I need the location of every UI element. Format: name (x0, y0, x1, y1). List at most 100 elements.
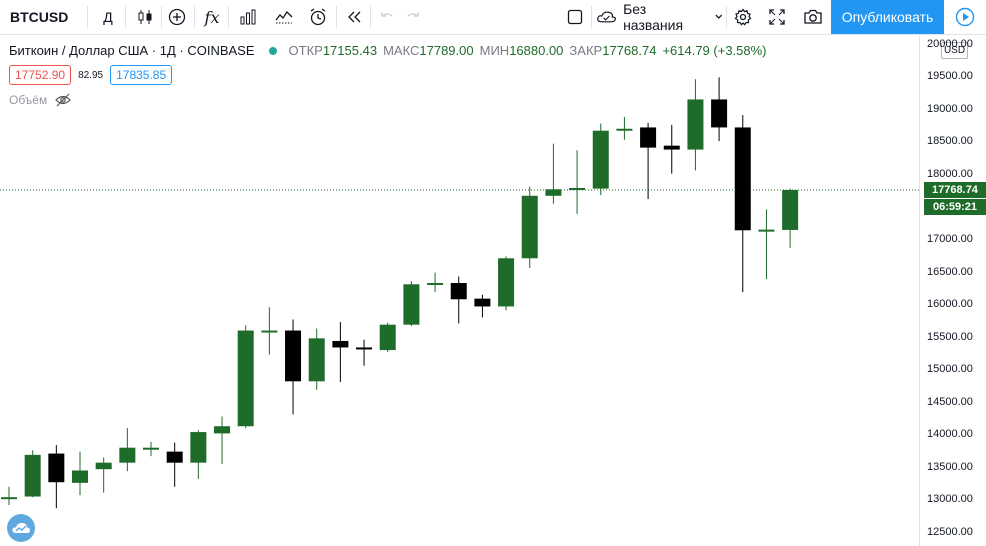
redo-button[interactable] (400, 0, 426, 34)
candle (663, 124, 680, 174)
candle (24, 450, 41, 498)
toolbar-divider (591, 6, 592, 28)
candle (687, 79, 704, 171)
candle (640, 122, 657, 200)
candle-body (782, 190, 799, 230)
low-value: 16880.00 (509, 43, 564, 58)
toolbar-divider (336, 6, 337, 28)
buy-price-button[interactable]: 17835.85 (110, 65, 173, 85)
high-label: МАКС (383, 43, 420, 58)
cloud-logo-icon (12, 523, 30, 533)
fullscreen-button[interactable] (764, 0, 790, 34)
candle-body (190, 432, 207, 463)
candle (48, 445, 65, 509)
volume-legend[interactable]: Объём (9, 93, 72, 107)
symbol-search-button[interactable]: BTCUSD (10, 0, 90, 34)
candle-body (592, 130, 609, 189)
price-tick-label: 15000.00 (927, 363, 973, 376)
candle-body (72, 470, 89, 483)
price-tick-label: 14500.00 (927, 395, 973, 408)
candle (1, 486, 17, 505)
price-tick-label: 15500.00 (927, 330, 973, 343)
candle-body (663, 145, 680, 150)
candle-body (545, 189, 562, 196)
currency-button[interactable]: USD (941, 42, 968, 59)
tradingview-logo[interactable] (7, 514, 35, 542)
open-value: 17155.43 (322, 43, 378, 58)
candle-body (711, 99, 728, 128)
sell-price-button[interactable]: 17752.90 (9, 65, 72, 85)
candle (474, 294, 491, 318)
candle (119, 428, 136, 472)
price-tick-label: 14000.00 (927, 428, 973, 441)
candle (521, 186, 538, 269)
undo-button[interactable] (374, 0, 400, 34)
fx-icon: fx (204, 7, 220, 27)
alert-button[interactable] (304, 0, 332, 34)
price-axis[interactable] (919, 35, 986, 546)
candle (379, 322, 396, 353)
candle (782, 188, 799, 248)
compare-button[interactable] (163, 0, 191, 34)
candle (616, 117, 633, 140)
price-tick-label: 17000.00 (927, 233, 973, 246)
chart-legend: Биткоин / Доллар США · 1Д · COINBASE ОТК… (9, 43, 773, 58)
candle (450, 276, 467, 324)
candle (356, 339, 373, 366)
change-value: +614.79 (+3.58%) (662, 43, 767, 58)
price-tick-label: 16500.00 (927, 265, 973, 278)
chart-type-button[interactable] (131, 0, 159, 34)
settings-button[interactable] (730, 0, 756, 34)
price-tick-label: 18500.00 (927, 135, 973, 148)
price-tick-label: 12500.00 (927, 525, 973, 538)
candle-body (261, 330, 278, 333)
top-toolbar: BTCUSD Д fx Без названия (0, 0, 986, 35)
candle-body (24, 454, 41, 497)
candle-body (640, 127, 657, 148)
publish-label: Опубликовать (841, 9, 934, 25)
eye-off-icon[interactable] (55, 93, 72, 107)
publish-button[interactable]: Опубликовать (831, 0, 944, 34)
expand-icon (769, 9, 785, 25)
fullscreen-toggle-button[interactable] (562, 0, 588, 34)
candle (237, 325, 254, 429)
candle-body (95, 462, 112, 470)
candle (166, 442, 183, 487)
candle-body (1, 497, 17, 500)
play-circle-icon (955, 7, 975, 27)
snapshot-button[interactable] (799, 0, 827, 34)
candles-icon (138, 10, 152, 24)
candle (143, 441, 160, 457)
candle-body (427, 283, 444, 286)
close-label: ЗАКР (569, 43, 603, 58)
close-value: 17768.74 (602, 43, 657, 58)
bid-ask-row: 17752.90 82.95 17835.85 (9, 65, 173, 85)
plus-circle-icon (168, 8, 186, 26)
candle (592, 123, 609, 196)
price-tick-label: 20000.00 (927, 37, 973, 50)
candle-body (450, 283, 467, 300)
candle-body (474, 298, 491, 307)
redo-icon (407, 12, 419, 17)
candle (545, 143, 562, 204)
toolbar-divider (87, 6, 88, 28)
layout-menu-button[interactable]: Без названия (596, 0, 724, 34)
toolbar-divider (125, 6, 126, 28)
price-chart[interactable] (0, 35, 919, 546)
candle-body (237, 330, 254, 427)
toolbar-divider (228, 6, 229, 28)
candle-body (166, 451, 183, 463)
play-button[interactable] (944, 0, 986, 34)
candle (758, 209, 775, 280)
templates-button[interactable] (234, 0, 262, 34)
indicators-button[interactable]: fx (198, 0, 226, 34)
interval-button[interactable]: Д (94, 0, 122, 34)
price-tick-label: 13000.00 (927, 493, 973, 506)
price-tick-label: 19500.00 (927, 70, 973, 83)
countdown-label: 06:59:21 (924, 199, 986, 215)
candle-body (521, 195, 538, 259)
candle-body (498, 258, 515, 307)
financials-button[interactable] (270, 0, 298, 34)
replay-button[interactable] (340, 0, 368, 34)
candle-body (356, 347, 373, 350)
